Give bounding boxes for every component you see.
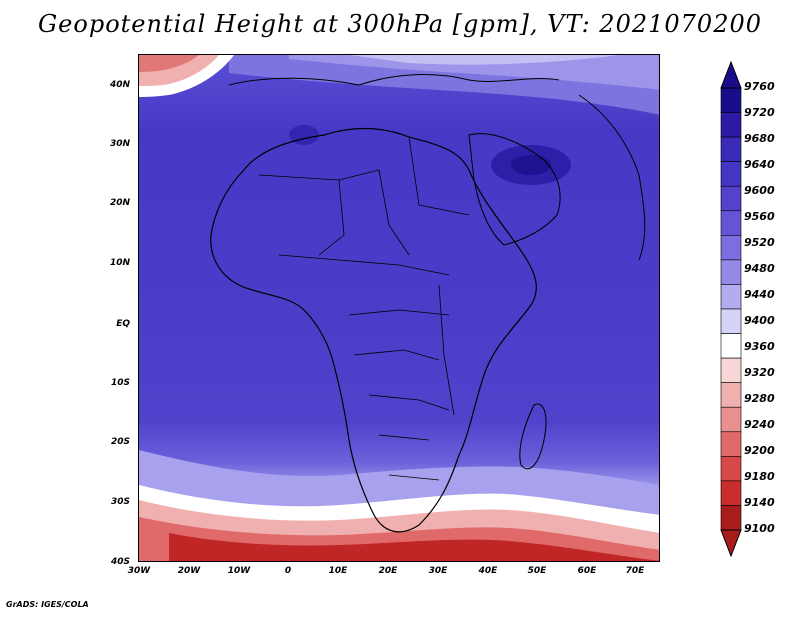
colorbar-box	[720, 284, 742, 310]
colorbar-box	[720, 112, 742, 138]
colorbar-box	[720, 185, 742, 212]
lon-label-20e: 20E	[378, 566, 398, 576]
europe-coastline	[228, 74, 560, 86]
lat-label-40s: 40S	[110, 557, 130, 567]
colorbar-label: 9100	[744, 522, 775, 535]
lon-label-50e: 50E	[527, 566, 547, 576]
colorbar-label: 9280	[744, 392, 775, 405]
colorbar-label: 9240	[744, 418, 775, 431]
lon-label-30w: 30W	[127, 566, 151, 576]
africa-coastline	[210, 127, 537, 533]
lat-label-eq: EQ	[116, 319, 130, 329]
colorbar-box	[720, 333, 742, 359]
colorbar-box	[720, 235, 742, 261]
colorbar-box	[720, 505, 742, 531]
map-title: Geopotential Height at 300hPa [gpm], VT:…	[38, 10, 762, 38]
colorbar-box	[720, 161, 742, 187]
colorbar-box	[720, 456, 742, 482]
lat-label-30n: 30N	[109, 139, 130, 149]
lat-label-20s: 20S	[110, 437, 130, 447]
colorbar-label: 9440	[744, 288, 775, 301]
contour-nw-red	[139, 55, 199, 72]
colorbar-label: 9480	[744, 262, 775, 275]
footer-credit: GrADS: IGES/COLA	[6, 600, 89, 609]
lon-label-10w: 10W	[227, 566, 251, 576]
colorbar-box	[720, 136, 742, 162]
contour-south-9140	[169, 533, 659, 561]
colorbar-box	[720, 382, 742, 408]
colorbar-box	[720, 357, 742, 383]
contour-north-9480	[349, 55, 619, 65]
colorbar-label: 9320	[744, 366, 775, 379]
colorbar-bottom-arrow	[720, 529, 742, 558]
colorbar-label: 9180	[744, 470, 775, 483]
colorbar-box	[720, 431, 742, 457]
madagascar-coastline	[519, 403, 547, 470]
lon-label-10e: 10E	[328, 566, 348, 576]
colorbar-box	[720, 480, 742, 506]
colorbar-label: 9400	[744, 314, 775, 327]
colorbar-label: 9600	[744, 184, 775, 197]
lat-label-40n: 40N	[109, 80, 130, 90]
lat-label-30s: 30S	[110, 497, 130, 507]
lat-label-10n: 10N	[109, 258, 130, 268]
lat-label-20n: 20N	[109, 198, 130, 208]
colorbar-label: 9720	[744, 106, 775, 119]
colorbar-label: 9360	[744, 340, 775, 353]
lon-label-70e: 70E	[625, 566, 645, 576]
lon-label-20w: 20W	[177, 566, 201, 576]
colorbar-box	[720, 259, 742, 285]
colorbar	[720, 60, 742, 558]
colorbar-box	[720, 87, 742, 113]
arabia-coastline	[468, 133, 561, 246]
colorbar-label: 9640	[744, 158, 775, 171]
geopotential-map	[139, 55, 659, 561]
country-borders	[258, 136, 470, 481]
colorbar-label: 9760	[744, 80, 775, 93]
colorbar-label: 9560	[744, 210, 775, 223]
colorbar-box	[720, 210, 742, 236]
colorbar-box	[720, 308, 742, 334]
contour-sahara-high	[289, 125, 319, 145]
colorbar-label: 9140	[744, 496, 775, 509]
lon-label-60e: 60E	[577, 566, 597, 576]
lon-label-30e: 30E	[428, 566, 448, 576]
lon-label-40e: 40E	[478, 566, 498, 576]
lon-label-0: 0	[284, 566, 292, 576]
colorbar-boxes	[720, 87, 742, 531]
colorbar-label: 9200	[744, 444, 775, 457]
contour-north-9560	[289, 55, 659, 90]
colorbar-label: 9520	[744, 236, 775, 249]
colorbar-box	[720, 406, 742, 433]
colorbar-top-arrow	[720, 60, 742, 89]
lat-label-10s: 10S	[110, 378, 130, 388]
map-panel	[138, 54, 660, 562]
contour-arabia-9760	[511, 155, 551, 175]
colorbar-label: 9680	[744, 132, 775, 145]
india-coastline	[578, 94, 646, 261]
